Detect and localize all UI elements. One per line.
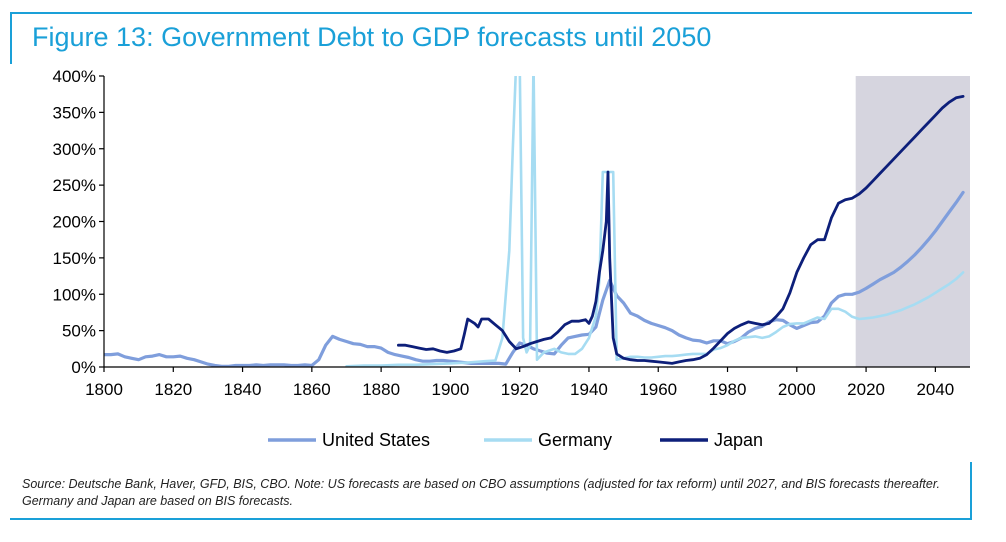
axes-layer: 0% 50% 100% 150% 200% 250% 300% 350% 400% 1800 182… [53, 67, 970, 399]
series-layer [104, 76, 965, 367]
x-tick-label: 1820 [154, 380, 192, 399]
x-tick-label: 1840 [224, 380, 262, 399]
frame-top-rule [10, 12, 972, 14]
x-tick-label: 1920 [501, 380, 539, 399]
legend: United States Germany Japan [268, 430, 763, 450]
source-note: Source: Deutsche Bank, Haver, GFD, BIS, … [22, 477, 941, 508]
x-tick-label: 2040 [916, 380, 954, 399]
x-tick-label: 1860 [293, 380, 331, 399]
frame-bottom-rule [10, 518, 972, 520]
legend-label-united-states: United States [322, 430, 430, 450]
x-tick-label: 1880 [362, 380, 400, 399]
series-line-germany [345, 76, 965, 367]
x-tick-label: 2000 [778, 380, 816, 399]
forecast-shade [855, 76, 970, 367]
frame-left-rule [10, 12, 12, 64]
y-tick-label: 50% [62, 322, 96, 341]
y-tick-label: 0% [71, 358, 96, 377]
legend-label-japan: Japan [714, 430, 763, 450]
series-line-united-states [104, 190, 965, 367]
x-tick-label: 1960 [639, 380, 677, 399]
debt-to-gdp-chart: 0% 50% 100% 150% 200% 250% 300% 350% 400% 1800 182… [53, 67, 970, 450]
x-tick-label: 2020 [847, 380, 885, 399]
chart-title: Figure 13: Government Debt to GDP foreca… [32, 22, 712, 52]
y-tick-label: 350% [53, 103, 96, 122]
x-tick-label: 1900 [431, 380, 469, 399]
y-tick-label: 150% [53, 249, 96, 268]
x-tick-label: 1980 [709, 380, 747, 399]
y-tick-label: 300% [53, 140, 96, 159]
series-line-japan [397, 95, 965, 365]
y-tick-label: 200% [53, 213, 96, 232]
forecast-shade-layer [855, 76, 970, 367]
x-tick-label: 1940 [570, 380, 608, 399]
y-tick-label: 250% [53, 176, 96, 195]
y-tick-label: 400% [53, 67, 96, 86]
frame-right-rule [970, 462, 972, 520]
y-tick-label: 100% [53, 285, 96, 304]
legend-label-germany: Germany [538, 430, 612, 450]
x-tick-label: 1800 [85, 380, 123, 399]
